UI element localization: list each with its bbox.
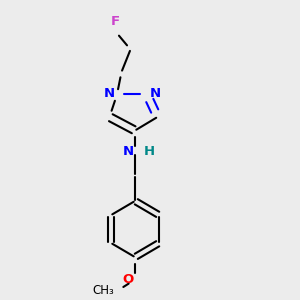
Text: N: N [149,87,161,100]
Text: O: O [122,273,134,286]
Text: F: F [111,15,120,28]
Text: N: N [103,87,115,100]
Text: CH₃: CH₃ [92,284,114,298]
Text: N: N [122,145,134,158]
Text: H: H [143,145,155,158]
